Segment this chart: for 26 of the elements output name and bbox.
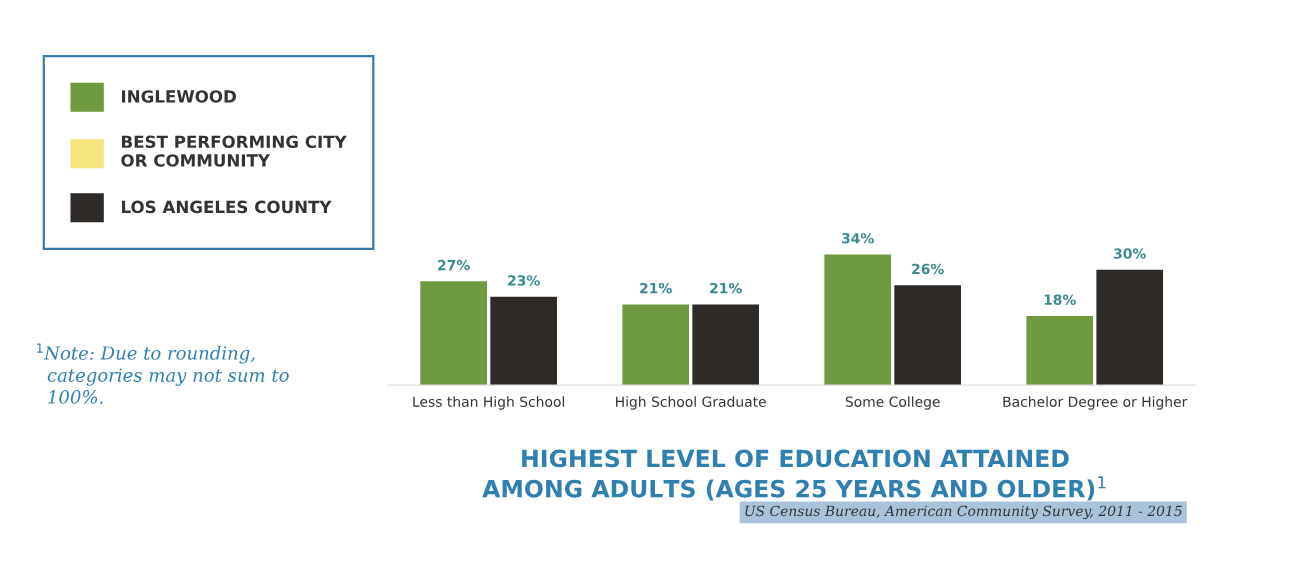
text: HIGHEST LEVEL OF EDUCATION ATTAINED AMONG ADULTS (AGES 25 YEARS AND OLDER)$^{1}$ — [482, 449, 1106, 501]
x-tick-label: High School Graduate — [616, 396, 766, 410]
bar — [490, 296, 557, 386]
x-tick-label: Bachelor Degree or Higher — [1003, 396, 1188, 410]
bar — [894, 285, 962, 386]
legend-label: INGLEWOOD — [122, 90, 236, 103]
bar — [622, 304, 689, 386]
legend-label: BEST PERFORMING CITY OR COMMUNITY — [121, 135, 347, 167]
x-tick-label: Less than High School — [413, 396, 565, 410]
data-label: 21% — [640, 282, 672, 294]
data-label: 30% — [1114, 248, 1146, 259]
text: $^{1}$Note: Due to rounding, categories may not sum to 100%. — [37, 343, 289, 404]
data-label: 26% — [912, 263, 944, 275]
data-label: 34% — [842, 232, 874, 244]
legend-label: LOS ANGELES COUNTY — [122, 200, 332, 214]
bar — [420, 281, 487, 386]
data-label: 18% — [1044, 294, 1076, 305]
text: US Census Bureau, American Community Survey, 2011 - 2015 — [745, 505, 1182, 520]
bar — [1026, 315, 1094, 386]
bar — [1096, 269, 1164, 386]
bar — [692, 304, 760, 386]
x-tick-label: Some College — [845, 396, 940, 410]
data-label: 21% — [710, 282, 742, 294]
data-label: 27% — [438, 259, 470, 271]
data-label: 23% — [508, 275, 540, 286]
bar — [824, 254, 892, 386]
